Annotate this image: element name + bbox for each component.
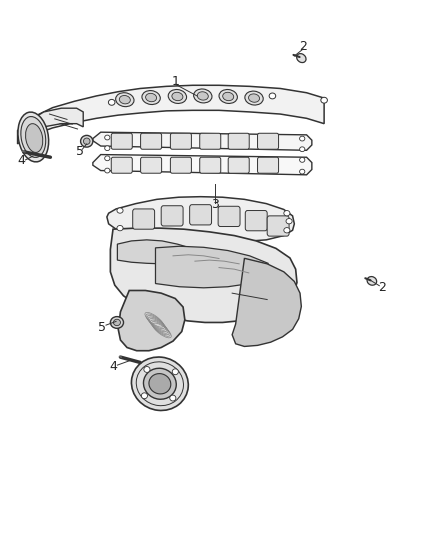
Ellipse shape: [168, 90, 187, 103]
FancyBboxPatch shape: [111, 157, 132, 173]
Ellipse shape: [142, 91, 160, 104]
FancyBboxPatch shape: [245, 211, 267, 231]
Ellipse shape: [300, 136, 305, 141]
Ellipse shape: [131, 357, 188, 410]
Polygon shape: [18, 108, 83, 144]
FancyBboxPatch shape: [190, 205, 212, 225]
FancyBboxPatch shape: [170, 133, 191, 149]
Ellipse shape: [81, 135, 93, 147]
Ellipse shape: [172, 92, 183, 101]
Ellipse shape: [321, 97, 328, 103]
Ellipse shape: [141, 393, 148, 399]
Polygon shape: [232, 259, 301, 346]
Ellipse shape: [367, 277, 377, 285]
Text: 3: 3: [211, 198, 219, 211]
Ellipse shape: [109, 99, 115, 105]
FancyBboxPatch shape: [200, 133, 221, 149]
Text: 2: 2: [378, 281, 386, 294]
Ellipse shape: [170, 395, 176, 401]
Ellipse shape: [194, 89, 212, 103]
Ellipse shape: [144, 367, 150, 373]
FancyBboxPatch shape: [218, 206, 240, 227]
Ellipse shape: [119, 95, 131, 104]
Ellipse shape: [105, 156, 110, 161]
FancyBboxPatch shape: [200, 157, 221, 173]
Ellipse shape: [18, 112, 49, 162]
FancyBboxPatch shape: [161, 206, 183, 226]
Ellipse shape: [297, 54, 306, 62]
Ellipse shape: [144, 368, 176, 399]
Ellipse shape: [149, 374, 171, 394]
Ellipse shape: [110, 317, 124, 328]
Text: 5: 5: [98, 321, 106, 334]
Text: 2: 2: [299, 41, 307, 53]
Ellipse shape: [117, 225, 123, 231]
Polygon shape: [93, 155, 312, 175]
Polygon shape: [35, 85, 324, 134]
Ellipse shape: [113, 319, 120, 326]
FancyBboxPatch shape: [228, 133, 249, 149]
FancyBboxPatch shape: [170, 157, 191, 173]
FancyBboxPatch shape: [258, 133, 279, 149]
Ellipse shape: [284, 228, 290, 233]
Ellipse shape: [219, 90, 237, 103]
Text: 1: 1: [267, 295, 275, 308]
Polygon shape: [110, 228, 297, 322]
Ellipse shape: [117, 208, 123, 213]
Text: 1: 1: [171, 75, 179, 87]
Text: 4: 4: [109, 360, 117, 373]
FancyBboxPatch shape: [267, 216, 289, 236]
Polygon shape: [93, 132, 312, 150]
Ellipse shape: [300, 169, 305, 174]
Ellipse shape: [105, 135, 110, 140]
Ellipse shape: [172, 369, 178, 375]
FancyBboxPatch shape: [141, 157, 162, 173]
Ellipse shape: [286, 219, 292, 224]
Ellipse shape: [197, 92, 208, 100]
Ellipse shape: [300, 147, 305, 152]
Ellipse shape: [105, 146, 110, 151]
Ellipse shape: [21, 117, 46, 157]
Ellipse shape: [223, 92, 234, 101]
Ellipse shape: [145, 93, 157, 102]
Polygon shape: [107, 197, 294, 241]
FancyBboxPatch shape: [258, 157, 279, 173]
Ellipse shape: [83, 138, 90, 144]
Polygon shape: [155, 246, 268, 288]
FancyBboxPatch shape: [133, 209, 155, 229]
Text: 5: 5: [76, 146, 84, 158]
Text: 4: 4: [17, 155, 25, 167]
Polygon shape: [117, 240, 192, 264]
Ellipse shape: [300, 158, 305, 163]
Ellipse shape: [116, 93, 134, 107]
Ellipse shape: [25, 124, 43, 152]
Ellipse shape: [248, 94, 260, 102]
Ellipse shape: [269, 93, 276, 99]
FancyBboxPatch shape: [228, 157, 249, 173]
Ellipse shape: [245, 91, 263, 105]
Ellipse shape: [284, 211, 290, 216]
Ellipse shape: [105, 168, 110, 173]
Polygon shape: [118, 290, 185, 351]
FancyBboxPatch shape: [141, 133, 162, 149]
FancyBboxPatch shape: [111, 133, 132, 149]
